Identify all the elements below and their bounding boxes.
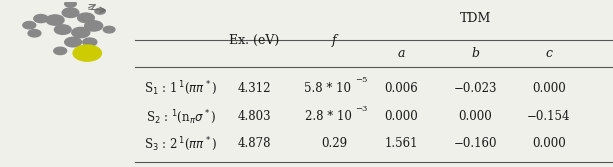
Text: S$_2$ : $^1$(n$_\pi\sigma^*$): S$_2$ : $^1$(n$_\pi\sigma^*$) <box>146 108 216 126</box>
Text: 5.8 * 10: 5.8 * 10 <box>305 82 351 95</box>
Circle shape <box>65 37 82 47</box>
Circle shape <box>85 21 103 31</box>
Circle shape <box>78 13 94 23</box>
Circle shape <box>62 8 79 18</box>
Circle shape <box>54 47 67 55</box>
Text: −0.154: −0.154 <box>527 110 570 123</box>
Text: TDM: TDM <box>459 12 491 25</box>
Text: S$_3$ : 2$\,^1$($\pi\pi^*$): S$_3$ : 2$\,^1$($\pi\pi^*$) <box>144 135 218 152</box>
Text: 2.8 * 10: 2.8 * 10 <box>305 110 351 123</box>
Circle shape <box>73 45 101 61</box>
Text: 0.006: 0.006 <box>384 82 419 95</box>
Circle shape <box>28 30 41 37</box>
Text: c: c <box>545 47 552 60</box>
Text: Ex. (eV): Ex. (eV) <box>229 34 280 47</box>
Text: 4.878: 4.878 <box>238 137 271 150</box>
Text: 0.29: 0.29 <box>321 137 347 150</box>
Text: 4.312: 4.312 <box>238 82 271 95</box>
Text: 1.561: 1.561 <box>385 137 418 150</box>
Text: −5: −5 <box>356 76 368 84</box>
Text: −0.023: −0.023 <box>454 82 497 95</box>
Text: a: a <box>398 47 405 60</box>
Text: −3: −3 <box>356 105 368 113</box>
Text: 4.803: 4.803 <box>238 110 271 123</box>
Circle shape <box>23 22 36 29</box>
Text: 0.000: 0.000 <box>531 82 566 95</box>
Circle shape <box>83 38 97 46</box>
Circle shape <box>72 27 90 38</box>
Circle shape <box>65 1 76 7</box>
Text: f: f <box>332 34 337 47</box>
Text: 0.000: 0.000 <box>458 110 492 123</box>
Text: S$_1$ : 1$\,^1$($\pi\pi^*$): S$_1$ : 1$\,^1$($\pi\pi^*$) <box>144 80 218 97</box>
Circle shape <box>34 15 48 23</box>
Circle shape <box>95 8 105 14</box>
Text: 0.000: 0.000 <box>384 110 419 123</box>
Text: b: b <box>471 47 479 60</box>
Circle shape <box>55 25 71 34</box>
Circle shape <box>46 15 64 25</box>
Circle shape <box>104 26 115 33</box>
Text: 0.000: 0.000 <box>531 137 566 150</box>
Text: −0.160: −0.160 <box>454 137 497 150</box>
